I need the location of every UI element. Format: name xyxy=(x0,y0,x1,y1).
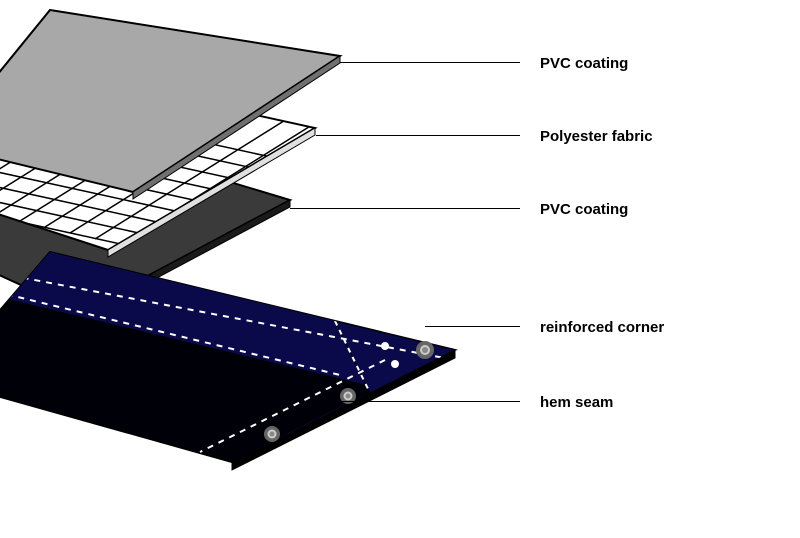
label-pvc-top: PVC coating xyxy=(540,55,628,72)
top-pvc-layer xyxy=(0,10,340,199)
leader-line xyxy=(342,401,520,402)
label-hem-seam: hem seam xyxy=(540,394,613,411)
tarp-corner xyxy=(0,252,455,472)
label-polyester: Polyester fabric xyxy=(540,128,653,145)
tarp-layers-diagram: PVC coating Polyester fabric PVC coating… xyxy=(0,0,800,533)
label-pvc-bottom: PVC coating xyxy=(540,201,628,218)
grommet-corner xyxy=(416,341,434,359)
leader-line xyxy=(316,135,520,136)
grommet-side-2 xyxy=(264,426,280,442)
leader-line xyxy=(290,208,520,209)
diagram-svg xyxy=(0,0,800,533)
label-reinforced-corner: reinforced corner xyxy=(540,319,664,336)
leader-line xyxy=(425,326,520,327)
leader-line xyxy=(340,62,520,63)
